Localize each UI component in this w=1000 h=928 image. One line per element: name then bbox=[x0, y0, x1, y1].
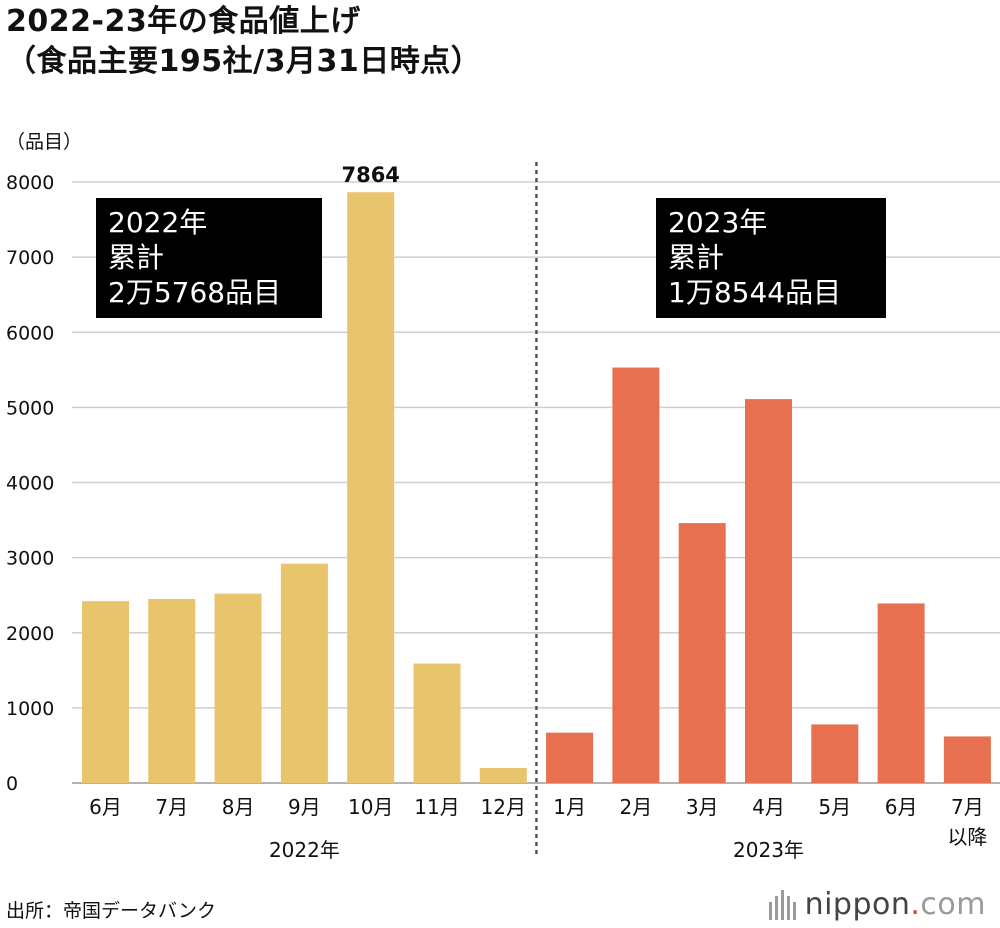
annotation-box bbox=[96, 198, 322, 318]
x-tick-label: 7月 bbox=[155, 795, 188, 819]
x-tick-label: 11月 bbox=[414, 795, 459, 819]
x-tick-label: 8月 bbox=[222, 795, 255, 819]
bar bbox=[877, 603, 925, 783]
y-tick-label: 3000 bbox=[6, 548, 54, 570]
annotation-box bbox=[656, 198, 886, 318]
brand-name: nippon bbox=[804, 887, 911, 922]
year-group-label: 2023年 bbox=[733, 838, 804, 862]
x-tick-label: 6月 bbox=[89, 795, 122, 819]
title-line-2: （食品主要195社/3月31日時点） bbox=[6, 44, 482, 79]
bar bbox=[347, 192, 395, 784]
source-note: 出所：帝国データバンク bbox=[6, 900, 216, 922]
x-tick-label: 6月 bbox=[885, 795, 918, 819]
chart-title: 2022-23年の食品値上げ （食品主要195社/3月31日時点） bbox=[6, 2, 481, 82]
bar bbox=[413, 663, 461, 783]
bar bbox=[678, 523, 726, 783]
annotation-text: 2万5768品目 bbox=[108, 276, 281, 309]
y-tick-label: 8000 bbox=[6, 172, 54, 194]
y-tick-label: 6000 bbox=[6, 322, 54, 344]
y-tick-label: 1000 bbox=[6, 698, 54, 720]
bar bbox=[546, 732, 594, 783]
x-tick-label: 7月 bbox=[951, 795, 984, 819]
x-tick-label: 1月 bbox=[553, 795, 586, 819]
x-tick-label: 3月 bbox=[686, 795, 719, 819]
x-tick-label: 12月 bbox=[481, 795, 526, 819]
annotation-text: 累計 bbox=[108, 241, 164, 274]
y-tick-label: 0 bbox=[6, 773, 18, 795]
bar bbox=[82, 601, 129, 783]
annotation-text: 1万8544品目 bbox=[668, 276, 841, 309]
brand-mark-icon bbox=[768, 889, 796, 920]
data-label: 7864 bbox=[341, 163, 399, 187]
brand-logo: nippon. com bbox=[768, 887, 986, 922]
y-tick-label: 4000 bbox=[6, 473, 54, 495]
title-line-1: 2022-23年の食品値上げ bbox=[6, 4, 361, 39]
x-tick-label: 5月 bbox=[818, 795, 851, 819]
x-tick-label: 10月 bbox=[348, 795, 393, 819]
bar bbox=[811, 724, 859, 783]
year-group-label: 2022年 bbox=[269, 838, 340, 862]
bar-chart: （品目） 0 1000 2000 3000 4000 5000 6000 7000 8000 6月 7… bbox=[6, 131, 1000, 862]
y-tick-label: 5000 bbox=[6, 397, 54, 419]
bar bbox=[479, 767, 527, 783]
x-tick-label: 4月 bbox=[752, 795, 785, 819]
brand-tld: com bbox=[920, 887, 986, 922]
bar bbox=[745, 399, 792, 783]
annotation-text: 2022年 bbox=[108, 206, 207, 239]
y-tick-label: 7000 bbox=[6, 247, 54, 269]
bar bbox=[214, 593, 262, 783]
x-tick-label: 2月 bbox=[620, 795, 653, 819]
x-tick-label: 9月 bbox=[288, 795, 321, 819]
bar bbox=[943, 736, 991, 783]
bar bbox=[280, 563, 328, 783]
annotation-text: 累計 bbox=[668, 241, 724, 274]
bar bbox=[148, 598, 196, 783]
x-tick-label: 以降 bbox=[947, 825, 987, 849]
annotation-text: 2023年 bbox=[668, 206, 767, 239]
brand-dot: . bbox=[910, 887, 921, 922]
bar bbox=[612, 367, 660, 783]
y-tick-label: 2000 bbox=[6, 623, 54, 645]
y-axis-label: （品目） bbox=[6, 131, 82, 153]
